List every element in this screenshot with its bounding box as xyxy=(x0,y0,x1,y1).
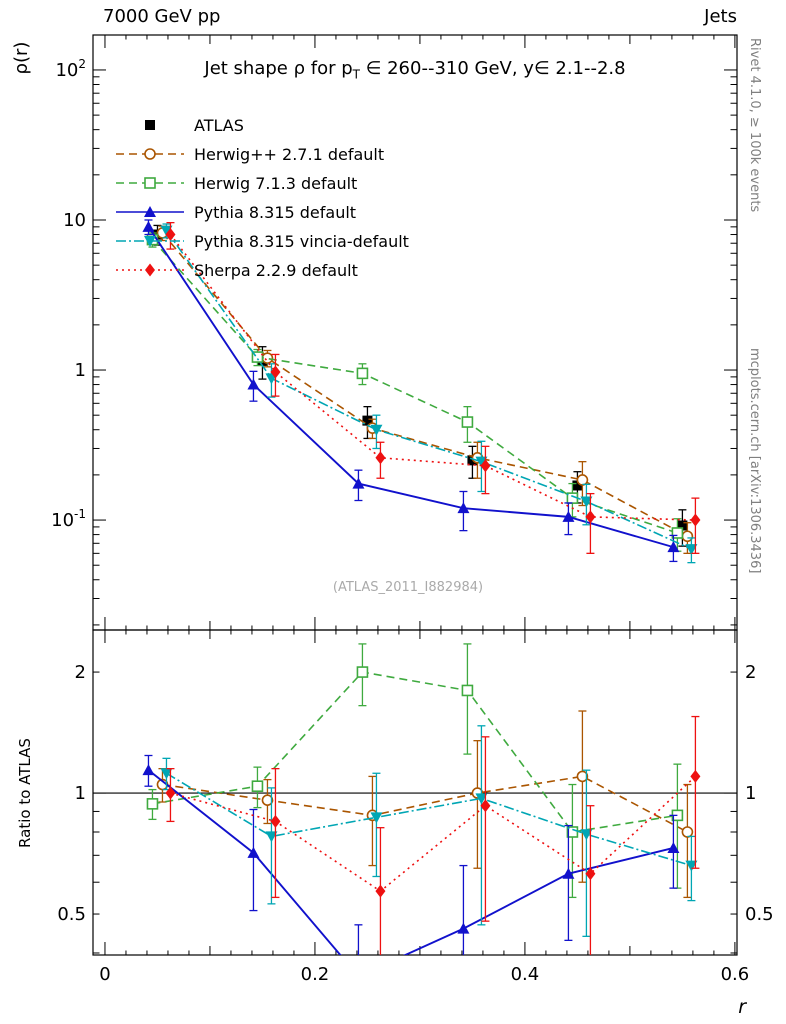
process-label: Jets xyxy=(704,6,737,27)
svg-text:0.5: 0.5 xyxy=(745,904,774,925)
svg-text:Pythia 8.315 default: Pythia 8.315 default xyxy=(194,203,356,222)
mcplots-credit-note: mcplots.cern.ch [arXiv:1306.3436] xyxy=(747,348,762,574)
svg-text:0.4: 0.4 xyxy=(511,964,540,985)
svg-text:1: 1 xyxy=(75,360,86,381)
svg-text:0.5: 0.5 xyxy=(57,904,86,925)
svg-text:10: 10 xyxy=(63,210,86,231)
beam-energy-label: 7000 GeV pp xyxy=(103,6,221,27)
svg-text:Herwig 7.1.3 default: Herwig 7.1.3 default xyxy=(194,174,357,193)
svg-text:0: 0 xyxy=(99,964,110,985)
svg-text:1: 1 xyxy=(745,783,756,804)
svg-text:Sherpa 2.2.9 default: Sherpa 2.2.9 default xyxy=(194,261,358,280)
svg-text:102: 102 xyxy=(55,57,86,81)
svg-text:0.2: 0.2 xyxy=(301,964,330,985)
svg-text:Herwig++ 2.7.1 default: Herwig++ 2.7.1 default xyxy=(194,145,384,164)
plot-title: Jet shape ρ for pT ∈ 260--310 GeV, y∈ 2.… xyxy=(113,58,717,82)
svg-text:ATLAS: ATLAS xyxy=(194,116,244,135)
svg-text:0.6: 0.6 xyxy=(721,964,750,985)
y-axis-label-top: ρ(r) xyxy=(11,41,32,75)
plot-title-text-1: Jet shape ρ for p xyxy=(204,58,353,79)
svg-text:2: 2 xyxy=(745,662,756,683)
svg-text:1: 1 xyxy=(75,783,86,804)
analysis-id-watermark: (ATLAS_2011_I882984) xyxy=(332,580,484,595)
svg-text:2: 2 xyxy=(75,662,86,683)
rivet-version-note: Rivet 4.1.0, ≥ 100k events xyxy=(747,38,762,213)
y-axis-label-ratio: Ratio to ATLAS xyxy=(16,738,34,848)
svg-text:10-1: 10-1 xyxy=(51,507,86,531)
plot-title-subscript: T xyxy=(352,67,360,82)
plot-title-text-2: ∈ 260--310 GeV, y∈ 2.1--2.8 xyxy=(359,58,626,79)
svg-text:Pythia 8.315 vincia-default: Pythia 8.315 vincia-default xyxy=(194,232,409,251)
x-axis-label: r xyxy=(738,996,746,1018)
